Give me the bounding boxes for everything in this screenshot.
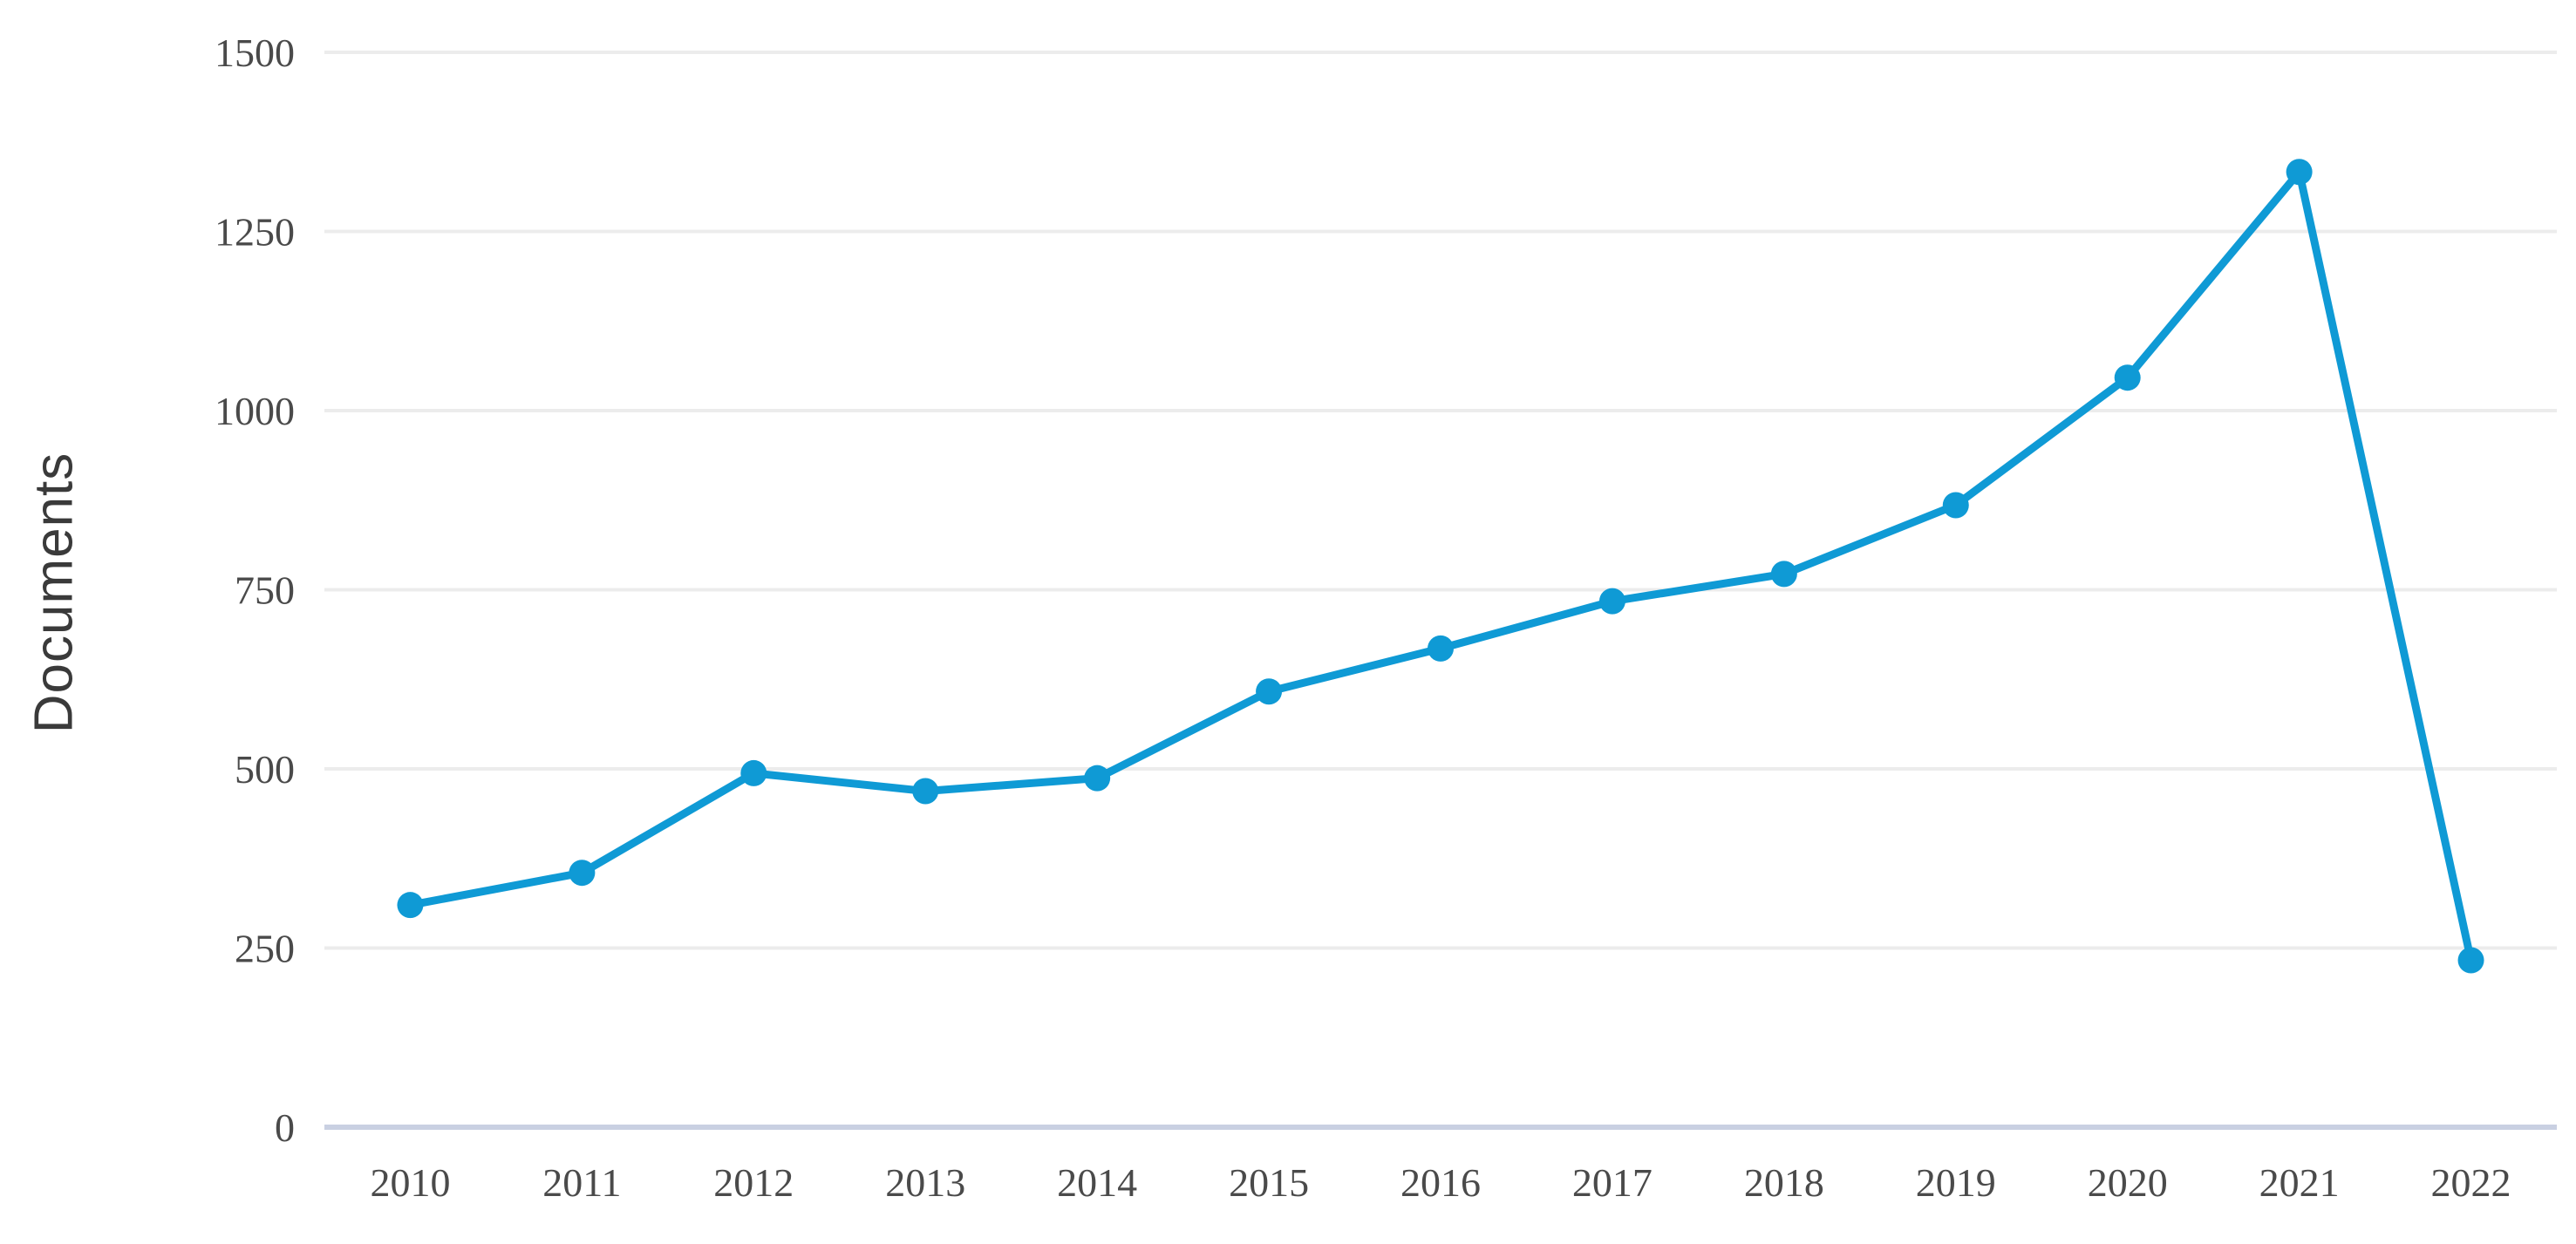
y-tick-label-0: 0 [275,1105,295,1150]
data-point-2014[interactable] [1084,765,1111,792]
y-axis-title: Documents [24,452,85,734]
data-point-2011[interactable] [569,860,596,887]
x-tick-label-2019: 2019 [1916,1160,1996,1205]
x-tick-label-2021: 2021 [2259,1160,2340,1205]
data-point-2021[interactable] [2286,159,2313,186]
data-point-2019[interactable] [1942,492,1969,519]
documents-series-line [405,167,2476,964]
y-tick-label-250: 250 [235,927,295,971]
y-tick-label-750: 750 [235,568,295,613]
y-tick-label-1250: 1250 [215,210,295,255]
data-point-2010[interactable] [397,892,424,919]
x-tick-label-2011: 2011 [542,1160,621,1205]
data-point-2018[interactable] [1770,561,1797,588]
x-tick-label-2016: 2016 [1400,1160,1481,1205]
data-point-2015[interactable] [1256,678,1283,705]
data-point-2020[interactable] [2114,364,2141,391]
data-point-2017[interactable] [1598,588,1625,615]
y-tick-label-500: 500 [235,747,295,792]
y-tick-label-1000: 1000 [215,389,295,433]
x-tick-label-2020: 2020 [2088,1160,2168,1205]
x-tick-label-2013: 2013 [885,1160,965,1205]
x-tick-label-2014: 2014 [1057,1160,1137,1205]
x-tick-label-2012: 2012 [713,1160,794,1205]
x-tick-label-2017: 2017 [1572,1160,1653,1205]
x-tick-label-2022: 2022 [2431,1160,2511,1205]
x-tick-label-2018: 2018 [1744,1160,1824,1205]
data-point-2013[interactable] [912,778,939,805]
x-tick-label-2015: 2015 [1229,1160,1309,1205]
data-point-2022[interactable] [2457,947,2484,974]
data-point-2012[interactable] [740,759,767,786]
data-point-2016[interactable] [1428,635,1454,662]
x-tick-label-2010: 2010 [370,1160,450,1205]
y-tick-label-1500: 1500 [215,31,295,75]
